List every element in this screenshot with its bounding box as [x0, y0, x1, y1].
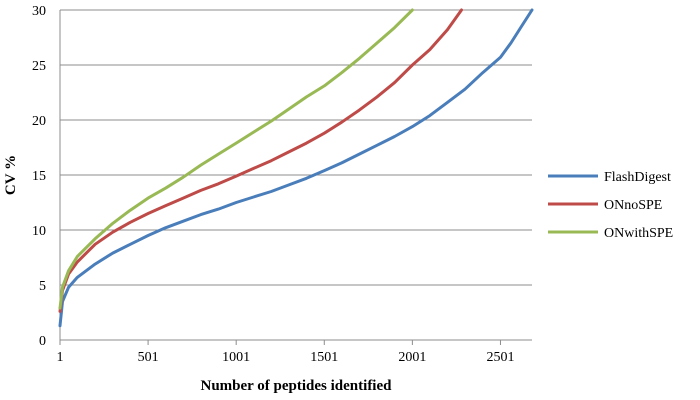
x-axis-title: Number of peptides identified	[201, 378, 393, 394]
legend: FlashDigest ONnoSPE ONwithSPE	[548, 170, 673, 241]
x-tick-label: 1001	[222, 350, 250, 365]
x-tick-labels: 1 501 1001 1501 2001 2501	[57, 350, 515, 365]
y-tick-label: 15	[32, 169, 46, 184]
y-axis-title: CV %	[3, 155, 19, 195]
x-tick-label: 1	[57, 350, 64, 365]
gridlines	[60, 9, 532, 286]
y-tick-label: 0	[39, 334, 46, 349]
legend-label: ONnoSPE	[604, 198, 662, 213]
legend-label: ONwithSPE	[604, 226, 673, 241]
series-line-onnospe	[58, 8, 463, 313]
series-lines	[58, 8, 534, 328]
y-tick-label: 5	[39, 279, 46, 294]
series-line-flashdigest	[58, 8, 534, 328]
y-tick-labels: 0 5 10 15 20 25 30	[32, 4, 46, 349]
x-tick-label: 2501	[486, 350, 514, 365]
axes	[59, 10, 532, 345]
legend-label: FlashDigest	[604, 170, 671, 185]
y-tick-label: 30	[32, 4, 46, 19]
x-tick-label: 501	[138, 350, 159, 365]
series-line-onwithspe	[58, 8, 414, 310]
y-tick-label: 25	[32, 59, 46, 74]
y-tick-label: 10	[32, 224, 46, 239]
x-tick-label: 2001	[398, 350, 426, 365]
x-tick-label: 1501	[310, 350, 338, 365]
y-tick-label: 20	[32, 114, 46, 129]
